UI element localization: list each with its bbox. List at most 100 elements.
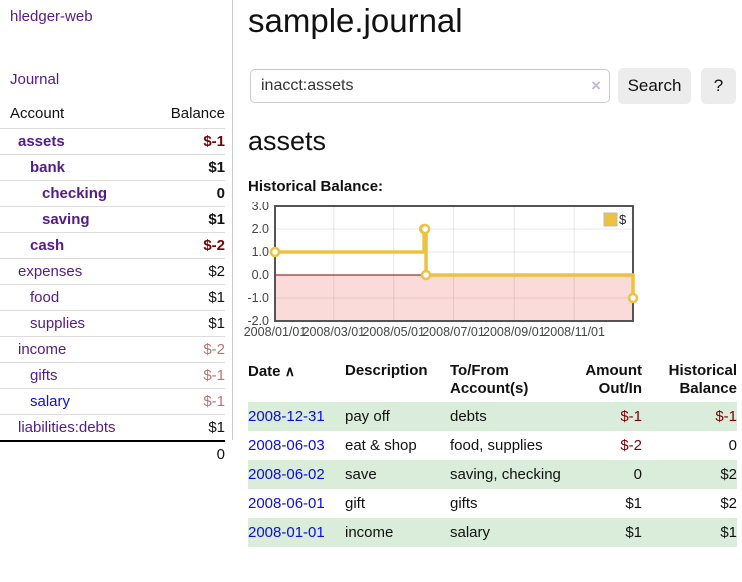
accounts-total: 0 bbox=[153, 440, 225, 467]
transaction-date-link[interactable]: 2008-06-01 bbox=[248, 495, 325, 512]
sidebar-account-link[interactable]: gifts bbox=[30, 367, 58, 384]
header-line1: To/From bbox=[450, 362, 509, 379]
account-row: income $-2 bbox=[0, 336, 225, 363]
sidebar: hledger-web Journal Account Balance asse… bbox=[0, 0, 233, 467]
sidebar-account-link[interactable]: income bbox=[18, 341, 67, 358]
search-row: × Search ? bbox=[248, 68, 742, 104]
chart-wrap: $3.0 2.0 1.0 0.0 -1.0 -2.0 2008/01/01 2008/03/0… bbox=[240, 199, 640, 344]
account-balance: $-1 bbox=[153, 388, 225, 415]
header-line1: Date bbox=[248, 363, 281, 380]
transaction-description: income bbox=[345, 518, 450, 547]
sidebar-account-link[interactable]: supplies bbox=[30, 315, 86, 332]
transaction-row: 2008-06-02 save saving, checking 0 $2 bbox=[248, 460, 737, 489]
svg-text:2008/09/01: 2008/09/01 bbox=[483, 325, 546, 339]
sidebar-account-link[interactable]: bank bbox=[30, 159, 66, 176]
account-heading: assets bbox=[248, 126, 327, 156]
search-input[interactable] bbox=[261, 71, 581, 101]
register-col-header[interactable]: Date ∧ bbox=[248, 356, 345, 402]
account-row: salary $-1 bbox=[0, 388, 225, 415]
sidebar-account-link[interactable]: checking bbox=[42, 185, 108, 202]
transaction-row: 2008-01-01 income salary $1 $1 bbox=[248, 518, 737, 547]
account-row: checking 0 bbox=[0, 180, 225, 207]
account-balance: $1 bbox=[153, 154, 225, 181]
transaction-date-link[interactable]: 2008-12-31 bbox=[248, 408, 325, 425]
clear-search-icon[interactable]: × bbox=[591, 76, 601, 95]
transaction-row: 2008-12-31 pay off debts $-1 $-1 bbox=[248, 402, 737, 431]
transaction-date-link[interactable]: 2008-01-01 bbox=[248, 524, 325, 541]
transaction-description: pay off bbox=[345, 402, 450, 431]
sidebar-account-link[interactable]: liabilities:debts bbox=[18, 419, 116, 436]
transaction-amount: $1 bbox=[625, 495, 642, 512]
header-line2: Balance bbox=[679, 380, 737, 397]
transaction-date-link[interactable]: 2008-06-02 bbox=[248, 466, 325, 483]
sidebar-account-link[interactable]: salary bbox=[30, 393, 71, 410]
register-col-header: Description bbox=[345, 356, 450, 402]
header-line2: Out/In bbox=[598, 380, 642, 397]
transaction-description: gift bbox=[345, 495, 366, 512]
transaction-accounts: gifts bbox=[450, 495, 478, 512]
sidebar-account-link[interactable]: assets bbox=[18, 133, 65, 150]
sidebar-account-link[interactable]: cash bbox=[30, 237, 65, 254]
transaction-accounts: saving, checking bbox=[450, 460, 570, 489]
transaction-accounts: salary bbox=[450, 518, 570, 547]
account-balance: 0 bbox=[153, 180, 225, 207]
transaction-row: 2008-06-03 eat & shop food, supplies $-2 0 bbox=[248, 431, 737, 460]
transaction-description: eat & shop bbox=[345, 437, 417, 454]
svg-text:0.0: 0.0 bbox=[252, 268, 269, 282]
svg-text:2008/01/01: 2008/01/01 bbox=[244, 325, 307, 339]
transaction-balance: $-1 bbox=[642, 402, 737, 431]
account-row: cash $-2 bbox=[0, 232, 225, 259]
header-line1: Description bbox=[345, 362, 428, 379]
search-input-wrap: × bbox=[250, 69, 610, 103]
account-row: saving $1 bbox=[0, 206, 225, 233]
svg-text:-1.0: -1.0 bbox=[247, 291, 269, 305]
account-row: food $1 bbox=[0, 284, 225, 311]
svg-text:$: $ bbox=[619, 212, 627, 227]
spacer bbox=[0, 440, 154, 467]
register-col-header: To/From Account(s) bbox=[450, 356, 570, 402]
transaction-row: 2008-06-01 gift gifts $1 $2 bbox=[248, 489, 737, 518]
transaction-amount: $-1 bbox=[570, 402, 642, 431]
account-balance: $-1 bbox=[153, 128, 225, 155]
svg-text:2008/07/01: 2008/07/01 bbox=[422, 325, 485, 339]
transaction-accounts: debts bbox=[450, 402, 570, 431]
transaction-balance: $1 bbox=[642, 518, 737, 547]
transaction-balance: $2 bbox=[642, 460, 737, 489]
account-balance: $-2 bbox=[153, 336, 225, 363]
transaction-description: save bbox=[345, 460, 450, 489]
chart-label: Historical Balance: bbox=[248, 178, 384, 195]
header-line1: Historical bbox=[668, 362, 737, 379]
account-balance: $-1 bbox=[153, 362, 225, 389]
sidebar-item-journal[interactable]: Journal bbox=[10, 71, 60, 88]
transaction-balance: 0 bbox=[728, 437, 737, 454]
svg-text:2.0: 2.0 bbox=[252, 222, 269, 236]
account-row: bank $1 bbox=[0, 154, 225, 181]
sidebar-account-link[interactable]: expenses bbox=[18, 263, 83, 280]
transaction-date-link[interactable]: 2008-06-03 bbox=[248, 437, 325, 454]
svg-text:2008/11/01: 2008/11/01 bbox=[543, 325, 605, 339]
register-table: Date ∧ Description To/From Account(s) Amount… bbox=[248, 356, 737, 547]
account-row: supplies $1 bbox=[0, 310, 225, 337]
search-button[interactable]: Search bbox=[618, 68, 691, 104]
sort-ascending-icon: ∧ bbox=[284, 363, 295, 379]
accounts-total-row: 0 bbox=[0, 440, 225, 467]
header-line2: Account(s) bbox=[450, 380, 529, 397]
svg-text:2008/03/01: 2008/03/01 bbox=[303, 325, 366, 339]
svg-text:1.0: 1.0 bbox=[252, 245, 269, 259]
transaction-accounts: food, supplies bbox=[450, 437, 543, 454]
page-title: sample.journal bbox=[248, 2, 463, 39]
account-balance: $1 bbox=[153, 310, 225, 337]
transaction-amount: $-2 bbox=[620, 437, 642, 454]
transaction-balance: $2 bbox=[720, 495, 737, 512]
accounts-col-balance: Balance bbox=[170, 105, 225, 122]
account-row: gifts $-1 bbox=[0, 362, 225, 389]
sidebar-account-link[interactable]: food bbox=[30, 289, 60, 306]
accounts-table: Account Balance assets $-1 bank $1 checking 0… bbox=[0, 100, 225, 467]
help-button[interactable]: ? bbox=[701, 68, 736, 104]
account-balance: $1 bbox=[153, 206, 225, 233]
brand-link[interactable]: hledger-web bbox=[10, 8, 93, 25]
svg-text:3.0: 3.0 bbox=[252, 202, 269, 213]
sidebar-account-link[interactable]: saving bbox=[42, 211, 90, 228]
register-col-header: Historical Balance bbox=[642, 356, 737, 402]
account-row: expenses $2 bbox=[0, 258, 225, 285]
